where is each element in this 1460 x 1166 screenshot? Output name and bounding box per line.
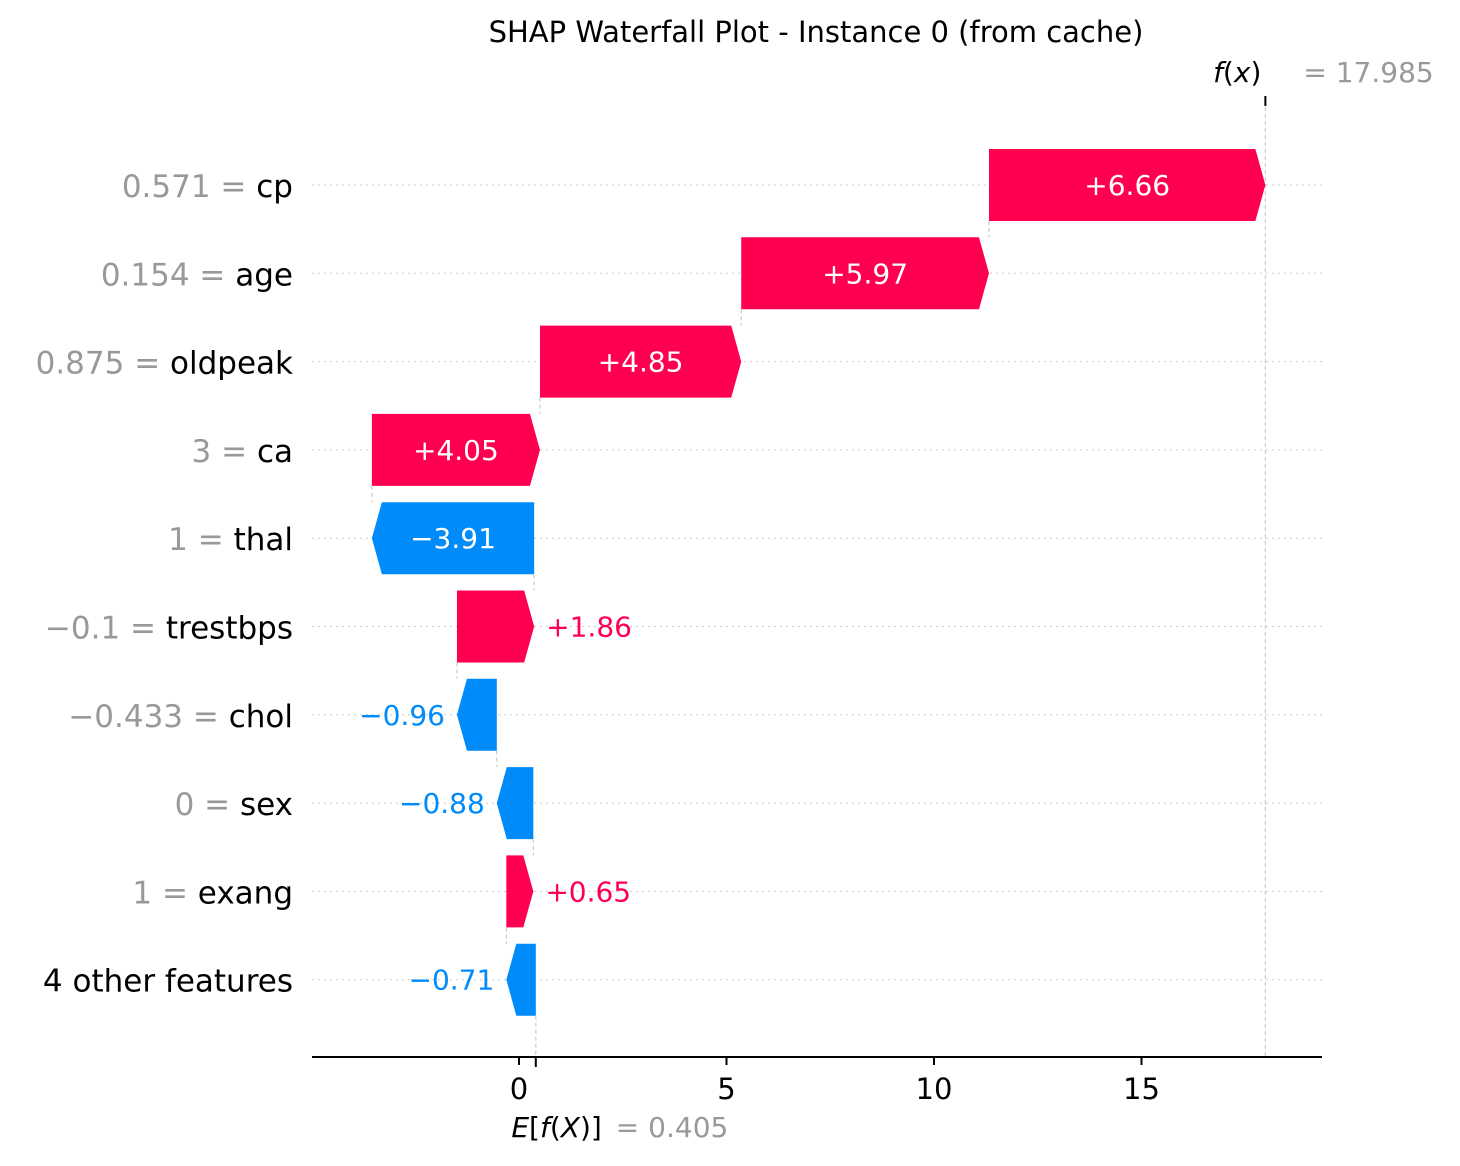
- feature-label: 1 = exang: [132, 875, 293, 911]
- feature-label: 0 = sex: [175, 787, 293, 823]
- connector-layer: [371, 100, 1266, 1057]
- x-tick-label: 15: [1123, 1072, 1160, 1106]
- contribution-label: +1.86: [546, 611, 632, 644]
- x-tick-label: 5: [717, 1072, 735, 1106]
- x-tick-label: 10: [916, 1072, 953, 1106]
- contribution-label: +4.85: [598, 346, 684, 379]
- contribution-label: −0.96: [359, 699, 445, 732]
- feature-label: 3 = ca: [192, 434, 293, 470]
- contribution-bar: [506, 943, 536, 1016]
- base-value-number: = 0.405: [616, 1111, 729, 1144]
- x-tick-label: 0: [510, 1072, 528, 1106]
- x-axis: 0 5 10 15: [312, 96, 1322, 1106]
- contribution-label: −3.91: [410, 522, 496, 555]
- feature-label: −0.1 = trestbps: [45, 611, 293, 647]
- contribution-label: −0.88: [399, 787, 485, 820]
- final-value-label: f(x): [1213, 56, 1261, 89]
- contribution-label: +5.97: [822, 257, 908, 290]
- contribution-bar: [988, 149, 1266, 221]
- feature-label: 0.571 = cp: [122, 169, 293, 205]
- contribution-bar: [539, 325, 742, 398]
- contribution-bar: [741, 237, 989, 310]
- feature-label: 0.154 = age: [101, 257, 293, 293]
- feature-label: −0.433 = chol: [68, 699, 293, 735]
- contribution-bar: [456, 678, 497, 751]
- contribution-bar: [371, 413, 540, 486]
- contribution-bar: [371, 502, 535, 575]
- bar-layer: [371, 149, 1266, 1016]
- final-value-number: = 17.985: [1303, 56, 1433, 89]
- contribution-label: −0.71: [409, 964, 495, 997]
- contribution-label: +6.66: [1084, 169, 1170, 202]
- contribution-bar: [506, 855, 534, 928]
- contribution-label: +0.65: [545, 875, 631, 908]
- contribution-bar: [496, 767, 534, 840]
- base-value-label: E[f(X)]: [511, 1111, 601, 1144]
- contribution-label: +4.05: [413, 434, 499, 467]
- contribution-bar: [456, 590, 535, 663]
- label-layer: f(x) = 17.985 +6.66 0.571 = cp +5.97 0.154 = …: [36, 56, 1434, 1144]
- feature-label: 0.875 = oldpeak: [36, 346, 293, 382]
- feature-label: 4 other features: [43, 964, 293, 1000]
- chart-title: SHAP Waterfall Plot - Instance 0 (from c…: [489, 15, 1144, 49]
- feature-label: 1 = thal: [168, 522, 293, 558]
